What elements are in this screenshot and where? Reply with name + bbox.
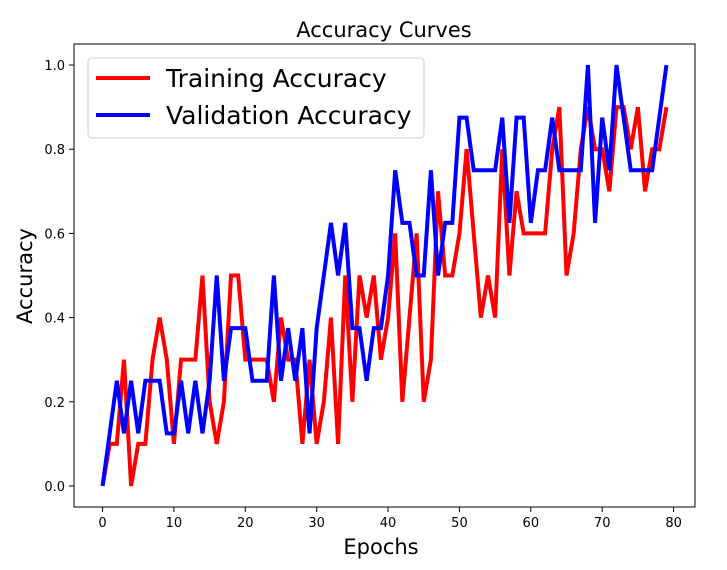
x-tick-label: 50 (451, 516, 468, 531)
y-tick-label: 1.0 (44, 59, 65, 74)
legend-label-training: Training Accuracy (165, 64, 387, 93)
x-tick-label: 30 (308, 516, 325, 531)
legend: Training Accuracy Validation Accuracy (87, 57, 425, 139)
plot-area: 0 10 20 30 40 50 60 70 80 0.0 0.2 0.4 0.6 0.8 1.0 Train… (44, 43, 696, 531)
x-tick-label: 10 (166, 516, 183, 531)
x-tick-label: 40 (380, 516, 397, 531)
y-tick-label: 0.4 (44, 312, 65, 327)
legend-box (87, 57, 425, 139)
x-tick-label: 20 (237, 516, 254, 531)
y-axis-label: Accuracy (13, 228, 37, 324)
x-tick-label: 70 (594, 516, 611, 531)
x-tick-label: 60 (523, 516, 540, 531)
x-tick-label: 80 (665, 516, 682, 531)
series-line-validation (100, 64, 669, 487)
y-tick-label: 0.8 (44, 143, 65, 158)
series-line-training (100, 105, 669, 487)
plot-frame (73, 43, 696, 508)
x-axis-label: Epochs (343, 535, 418, 559)
y-tick-label: 0.6 (44, 227, 65, 242)
y-tick-label: 0.2 (44, 396, 65, 411)
y-tick-label: 0.0 (44, 480, 65, 495)
chart-title: Accuracy Curves (296, 18, 471, 42)
legend-label-validation: Validation Accuracy (166, 101, 412, 130)
x-tick-label: 0 (98, 516, 106, 531)
